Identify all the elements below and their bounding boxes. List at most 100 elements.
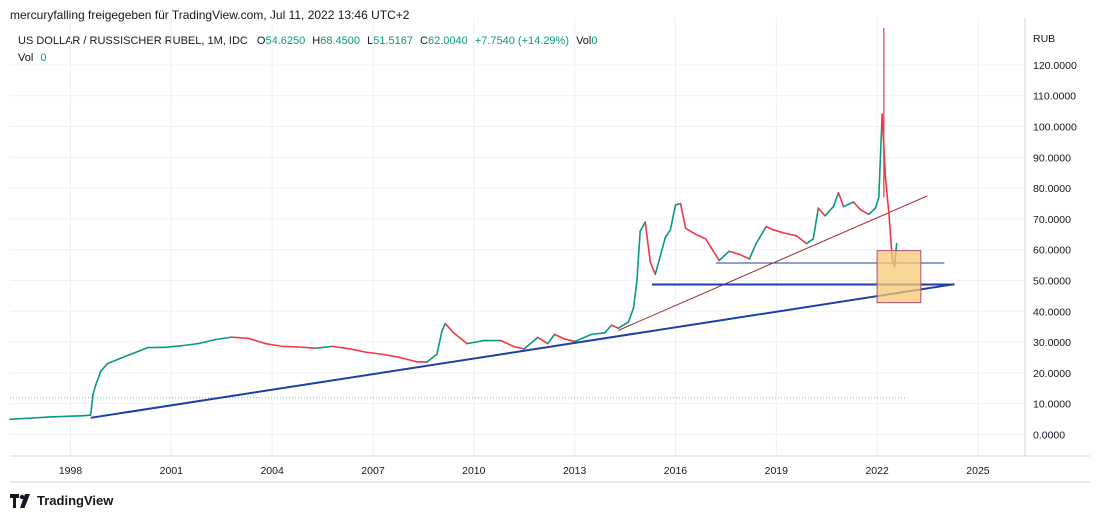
price-segment xyxy=(546,333,556,345)
x-tick-label: 2004 xyxy=(260,465,284,477)
price-segment xyxy=(499,339,515,348)
price-segment xyxy=(247,337,267,345)
high-value: 68.4500 xyxy=(320,35,361,47)
price-segment xyxy=(664,228,672,239)
volume-row-label[interactable]: Vol xyxy=(18,52,34,64)
price-segment xyxy=(9,417,31,421)
price-segment xyxy=(83,414,92,417)
y-tick-label: 10.0000 xyxy=(1033,399,1071,411)
price-segment xyxy=(654,255,662,276)
high-label: H xyxy=(312,35,321,47)
price-segment xyxy=(782,231,798,237)
close-value: 62.0040 xyxy=(427,35,468,47)
price-segment xyxy=(214,336,233,341)
price-segment xyxy=(298,346,317,350)
trendline-layer xyxy=(10,195,955,419)
price-segment xyxy=(513,345,526,350)
price-segment xyxy=(639,221,647,233)
price-segment xyxy=(644,221,652,263)
price-series xyxy=(9,28,898,421)
price-segment xyxy=(617,321,630,330)
price-segment xyxy=(832,191,840,208)
price-segment xyxy=(523,336,539,350)
y-tick-label: 30.0000 xyxy=(1033,337,1071,349)
price-segment xyxy=(553,333,566,340)
y-tick-label: 40.0000 xyxy=(1033,306,1071,318)
low-label: L xyxy=(367,35,374,47)
price-segment xyxy=(772,228,784,234)
change-value: +7.7540 (+14.29%) xyxy=(474,35,569,47)
price-segment xyxy=(627,307,635,323)
price-segment xyxy=(197,338,216,345)
price-segment xyxy=(718,250,731,262)
drawing-layer xyxy=(876,250,922,304)
price-segment xyxy=(684,227,697,236)
price-segment xyxy=(133,346,149,354)
close-label: C xyxy=(420,35,428,47)
price-segment xyxy=(382,353,401,359)
x-tick-label: 2022 xyxy=(865,465,889,477)
highlight-box xyxy=(876,250,922,304)
price-segment xyxy=(120,352,136,359)
price-segment xyxy=(94,370,102,386)
y-tick-label: 90.0000 xyxy=(1033,152,1071,164)
price-segment xyxy=(867,207,877,216)
price-segment xyxy=(659,236,667,257)
price-segment xyxy=(180,342,200,347)
y-tick-label: 80.0000 xyxy=(1033,183,1071,195)
price-segment xyxy=(452,332,468,345)
price-segment xyxy=(163,344,183,349)
y-tick-label: 60.0000 xyxy=(1033,245,1071,257)
x-tick-label: 2019 xyxy=(765,465,789,477)
x-tick-label: 2010 xyxy=(462,465,486,477)
price-segment xyxy=(92,384,97,396)
price-segment xyxy=(877,113,883,199)
price-segment xyxy=(765,225,774,231)
x-tick-label: 2007 xyxy=(361,465,385,477)
price-segment xyxy=(441,322,447,333)
price-segment xyxy=(264,342,284,348)
price-segment xyxy=(281,345,300,348)
price-segment xyxy=(837,191,845,208)
price-segment xyxy=(573,333,593,343)
volume-label: Vol xyxy=(576,35,592,47)
volume-legend: Vol 0 xyxy=(18,52,50,64)
tradingview-logo-icon xyxy=(10,493,30,508)
price-segment xyxy=(805,238,815,245)
tradingview-brand: TradingView xyxy=(37,493,114,508)
price-segment xyxy=(66,414,85,418)
price-segment xyxy=(649,261,657,276)
volume-value: 0 xyxy=(591,35,598,47)
price-segment xyxy=(679,202,687,229)
price-segment xyxy=(436,330,443,356)
price-segment xyxy=(669,204,677,231)
price-segment xyxy=(348,348,368,354)
price-segment xyxy=(89,393,94,416)
price-segment xyxy=(817,207,826,217)
y-tick-label: 70.0000 xyxy=(1033,214,1071,226)
price-segment xyxy=(795,235,808,245)
x-tick-label: 1998 xyxy=(59,465,83,477)
price-segment xyxy=(444,322,455,334)
x-tick-label: 2016 xyxy=(664,465,688,477)
price-segment xyxy=(842,201,855,208)
price-segment xyxy=(884,178,890,214)
y-tick-label: 0.0000 xyxy=(1033,429,1065,441)
author-line: mercuryfalling freigegeben für TradingVi… xyxy=(10,8,410,22)
price-segment xyxy=(604,324,613,334)
symbol-legend: US DOLLAR / RUSSISCHER RUBEL, 1M, IDC O5… xyxy=(18,35,601,47)
price-segment xyxy=(610,324,620,330)
y-tick-label: 50.0000 xyxy=(1033,275,1071,287)
price-segment xyxy=(99,362,109,373)
x-tick-label: 2001 xyxy=(160,465,184,477)
open-label: O xyxy=(256,35,266,47)
price-segment xyxy=(755,225,768,245)
price-segment xyxy=(711,248,720,262)
symbol-name[interactable]: US DOLLAR / RUSSISCHER RUBEL, 1M, IDC xyxy=(18,35,248,47)
axes: RUB 0.0000 10.0000 20.0000 30.0000 40.0000 50… xyxy=(10,18,1090,483)
y-tick-label: 120.0000 xyxy=(1033,60,1077,72)
footer-brand[interactable]: TradingView xyxy=(10,493,113,508)
price-segment xyxy=(704,238,714,251)
price-segment xyxy=(106,357,122,365)
